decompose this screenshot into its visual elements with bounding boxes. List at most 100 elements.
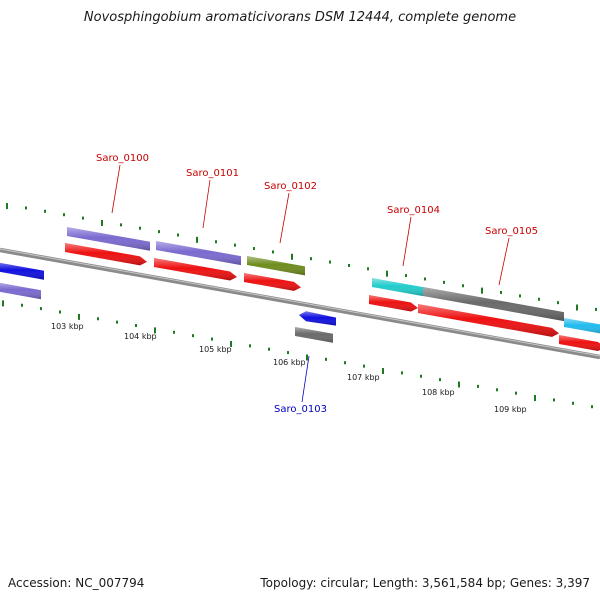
tick-dot-upper — [310, 257, 312, 261]
tick-dot-upper — [367, 267, 369, 271]
gene-label-saro-0104: Saro_0104 — [387, 205, 440, 216]
tick-major-upper — [101, 219, 103, 226]
genome-backbone-highlight — [0, 248, 600, 357]
tick-dot-upper — [215, 240, 217, 244]
blue-gene-left-shade — [0, 262, 44, 280]
tick-major-lower — [458, 381, 460, 388]
purple-bar-left-shade — [0, 282, 41, 300]
tick-dot-upper — [424, 277, 426, 281]
gene-label-saro-0103: Saro_0103 — [274, 404, 327, 415]
tick-dot-upper — [139, 226, 141, 230]
tick-major-upper — [291, 253, 293, 260]
tick-dot-upper — [63, 213, 65, 217]
cyan-bar-right-shade — [564, 318, 600, 334]
tick-dot-upper — [234, 243, 236, 247]
tick-major-lower — [154, 327, 156, 334]
tick-dot-lower — [192, 334, 194, 338]
kbp-tick-label: 103 kbp — [51, 322, 84, 331]
gray-bar-0105-shade — [423, 287, 564, 322]
tick-dot-upper — [120, 223, 122, 227]
tick-dot-upper — [177, 233, 179, 237]
feature-layer — [0, 227, 600, 351]
kbp-tick-label: 109 kbp — [494, 405, 527, 414]
red-arrow-0105-shade — [418, 304, 559, 337]
tick-dot-lower — [420, 374, 422, 378]
tick-major-lower — [78, 313, 80, 320]
red-arrow-0102-shade — [244, 273, 301, 291]
tick-dot-lower — [477, 384, 479, 388]
tick-dot-upper — [272, 250, 274, 254]
tick-dot-upper — [595, 307, 597, 311]
gene-leader-line — [279, 192, 290, 244]
kbp-tick-label: 107 kbp — [347, 373, 380, 382]
blue-arrow-0103-shade — [299, 311, 336, 326]
tick-major-upper — [196, 236, 198, 243]
tick-dot-upper — [519, 294, 521, 298]
tick-dot-upper — [25, 206, 27, 210]
tick-major-lower — [534, 395, 536, 402]
tick-dot-lower — [344, 361, 346, 365]
purple-bar-0100-shade — [67, 227, 150, 251]
gene-label-saro-0100: Saro_0100 — [96, 153, 149, 164]
genome-backbone — [0, 247, 600, 360]
tick-major-lower — [306, 354, 308, 361]
tick-dot-lower — [135, 324, 137, 328]
tick-dot-lower — [553, 398, 555, 402]
tick-major-lower — [382, 367, 384, 374]
tick-dot-lower — [59, 310, 61, 314]
gene-leader-line — [498, 237, 510, 286]
tick-dot-upper — [462, 284, 464, 288]
tick-dot-lower — [97, 317, 99, 321]
tick-dot-lower — [591, 405, 593, 409]
label-layer: 103 kbp 104 kbp 105 kbp 106 kbp 107 kbp 108 k… — [51, 153, 538, 415]
gray-bar-0103-shade — [295, 327, 333, 343]
tick-major-upper — [576, 304, 578, 311]
cyan-bar-0104-shade — [372, 278, 423, 297]
tick-dot-lower — [173, 330, 175, 334]
tick-dot-lower — [211, 337, 213, 341]
tick-major-upper — [481, 287, 483, 294]
red-arrow-0104-shade — [369, 295, 418, 312]
tick-dot-lower — [363, 364, 365, 368]
tick-dot-upper — [500, 291, 502, 294]
purple-bar-0101-shade — [156, 241, 241, 266]
tick-dot-upper — [443, 280, 445, 284]
accession-text: Accession: NC_007794 — [8, 576, 145, 590]
tick-dot-upper — [82, 216, 84, 220]
tick-dot-lower — [249, 344, 251, 348]
red-arrow-right-shade — [559, 335, 600, 351]
red-arrow-0101-shade — [154, 258, 237, 281]
tick-dot-lower — [21, 303, 23, 307]
topology-summary: Topology: circular; Length: 3,561,584 bp… — [260, 576, 590, 590]
tick-dot-lower — [439, 378, 441, 382]
gene-label-saro-0105: Saro_0105 — [485, 226, 538, 237]
tick-dot-lower — [116, 320, 118, 324]
tick-dot-upper — [158, 230, 160, 234]
tick-dot-upper — [329, 260, 331, 264]
tick-dot-upper — [348, 263, 350, 267]
tick-major-lower — [2, 300, 4, 307]
gene-leader-line — [202, 179, 211, 229]
genome-title: Novosphingobium aromaticivorans DSM 1244… — [83, 10, 517, 25]
tick-dot-lower — [572, 401, 574, 405]
tick-dot-lower — [325, 357, 327, 361]
kbp-tick-label: 108 kbp — [422, 388, 455, 397]
gene-leader-line — [111, 164, 121, 214]
tick-major-upper — [6, 203, 8, 210]
gene-leader-line — [402, 216, 412, 267]
tick-dot-upper — [253, 247, 255, 251]
kbp-tick-label: 105 kbp — [199, 345, 232, 354]
tick-dot-lower — [287, 351, 289, 355]
kbp-tick-label: 106 kbp — [273, 358, 306, 367]
tick-dot-upper — [405, 274, 407, 278]
tick-dot-upper — [44, 209, 46, 213]
tick-dot-upper — [538, 297, 540, 301]
tick-major-lower — [230, 340, 232, 347]
gene-label-saro-0101: Saro_0101 — [186, 168, 239, 179]
kbp-tick-label: 104 kbp — [124, 332, 157, 341]
tick-dot-lower — [496, 388, 498, 392]
tick-dot-lower — [401, 371, 403, 375]
tick-dot-layer — [2, 203, 597, 409]
tick-dot-lower — [268, 347, 270, 351]
